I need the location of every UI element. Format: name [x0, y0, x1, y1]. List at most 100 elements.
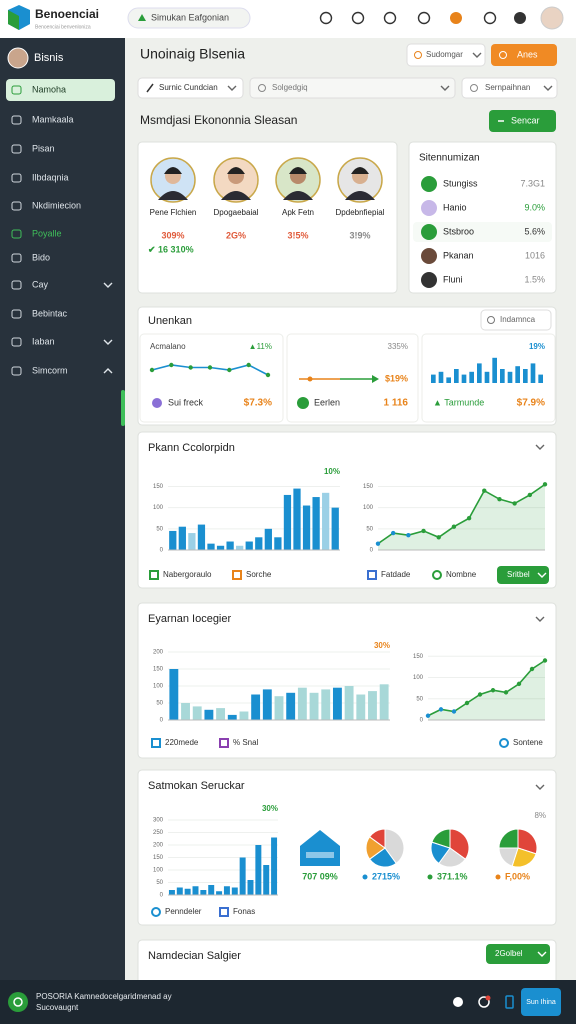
bar	[356, 694, 366, 720]
panel-title: Eyarnan Iocegier	[148, 613, 231, 625]
bar	[274, 696, 284, 720]
pie-slice	[368, 847, 397, 868]
bottom-subtext: Sucovaugnt	[36, 1003, 79, 1012]
device-icon[interactable]	[505, 995, 514, 1009]
bar	[197, 524, 206, 550]
alert-icon[interactable]	[478, 996, 490, 1008]
bar	[231, 887, 238, 895]
person-body	[345, 191, 375, 200]
line-point	[436, 535, 441, 540]
search-box[interactable]	[127, 7, 251, 29]
section-title: Msmdjasi Ekononnia Sleasan	[140, 113, 297, 127]
metric-change: 335%	[388, 342, 408, 351]
select-icon	[414, 51, 422, 59]
panel-button[interactable]	[486, 944, 550, 964]
metric-label: Acmalano	[150, 342, 186, 351]
sparkline-point	[188, 365, 193, 370]
logo-icon-accent	[8, 10, 19, 30]
bottom-button-label: Sun Ihina	[526, 999, 556, 1006]
nav-item[interactable]: Cay	[32, 279, 49, 289]
panel-button[interactable]	[497, 566, 549, 584]
nav-item[interactable]: Bido	[32, 252, 50, 262]
settings-icon[interactable]	[453, 997, 463, 1007]
line-point	[542, 482, 548, 487]
mini-bar	[484, 371, 490, 383]
person-hair	[227, 167, 245, 174]
user-icon[interactable]	[514, 12, 526, 24]
pie-label: 371.1%	[437, 871, 468, 881]
bar	[255, 845, 262, 895]
summary-row-highlight[interactable]	[413, 222, 552, 242]
nav-item[interactable]: Ilbdaqnia	[32, 172, 69, 182]
legend-swatch	[151, 738, 161, 748]
person-name: Pene Flchien	[150, 208, 197, 217]
bar	[178, 526, 186, 550]
trend-marker	[307, 376, 313, 382]
summary-row-icon	[421, 224, 437, 240]
mini-bar	[523, 369, 528, 383]
select-button[interactable]	[406, 43, 486, 67]
toolbar-icon[interactable]	[383, 11, 397, 25]
notification-icon[interactable]	[450, 12, 462, 24]
toolbar-icon[interactable]	[319, 11, 333, 25]
summary-row-label: Fluni	[443, 274, 463, 284]
nav-item[interactable]: Bebintac	[32, 308, 68, 318]
section-button[interactable]	[489, 110, 556, 132]
line-point	[490, 688, 496, 693]
nav-item[interactable]: Iaban	[32, 336, 55, 346]
y-tick-label: 150	[153, 667, 164, 673]
legend-swatch	[367, 570, 377, 580]
mini-bar	[507, 371, 513, 383]
top-bar	[0, 0, 576, 38]
summary-row-value: 1016	[525, 250, 545, 260]
card	[137, 602, 557, 759]
nav-item[interactable]: Poyalle	[32, 228, 62, 238]
chevron-icon	[103, 282, 113, 288]
nav-item-active[interactable]	[6, 79, 115, 101]
summary-row-icon	[421, 176, 437, 192]
chart-annotation: 30%	[262, 804, 278, 813]
toolbar-icon[interactable]	[417, 11, 431, 25]
sparkline-point	[169, 362, 174, 368]
bar	[297, 687, 307, 720]
panel-title: Pkann Ccolorpidn	[148, 442, 235, 454]
filter-dropdown[interactable]	[137, 77, 244, 99]
metric-legend: ▲ Tarmunde	[433, 397, 484, 407]
bottom-logo	[8, 992, 28, 1012]
nav-item[interactable]: Nkdimiecion	[32, 200, 81, 210]
nav-icon	[11, 229, 22, 239]
nav-item[interactable]: Namoha	[32, 84, 66, 94]
overview-search[interactable]	[480, 309, 552, 331]
summary-row-label: Stsbroo	[443, 226, 474, 236]
toolbar-icon[interactable]	[483, 11, 497, 25]
toolbar-icon[interactable]	[351, 11, 365, 25]
metric-card	[139, 333, 284, 423]
overview-title: Unenkan	[148, 315, 192, 327]
mini-bar	[492, 357, 497, 383]
sparkline-point	[246, 362, 251, 368]
y-tick-label: 100	[413, 675, 424, 681]
nav-item[interactable]: Mamkaala	[32, 114, 74, 124]
action-button[interactable]	[491, 44, 557, 66]
y-tick-label: 0	[420, 718, 424, 724]
summary-row-label: Pkanan	[443, 250, 474, 260]
bar	[271, 837, 278, 895]
bar	[188, 533, 196, 550]
bottom-button[interactable]	[521, 988, 561, 1016]
profile-avatar[interactable]	[540, 6, 564, 30]
y-tick-label: 150	[363, 484, 374, 490]
filter-search[interactable]	[249, 77, 456, 99]
sort-dropdown[interactable]	[461, 77, 558, 99]
summary-row-label: Hanio	[443, 202, 467, 212]
alert-badge	[485, 995, 491, 1001]
metric-value: 1 116	[384, 398, 409, 409]
nav-icon	[11, 309, 22, 319]
action-icon	[499, 51, 507, 59]
bar	[251, 694, 261, 720]
line-point	[482, 488, 487, 493]
metric-change: ▲11%	[249, 342, 272, 351]
mini-bar	[454, 369, 459, 383]
nav-item[interactable]: Simcorm	[32, 365, 68, 375]
nav-item[interactable]: Pisan	[32, 143, 55, 153]
legend-swatch	[151, 907, 161, 917]
